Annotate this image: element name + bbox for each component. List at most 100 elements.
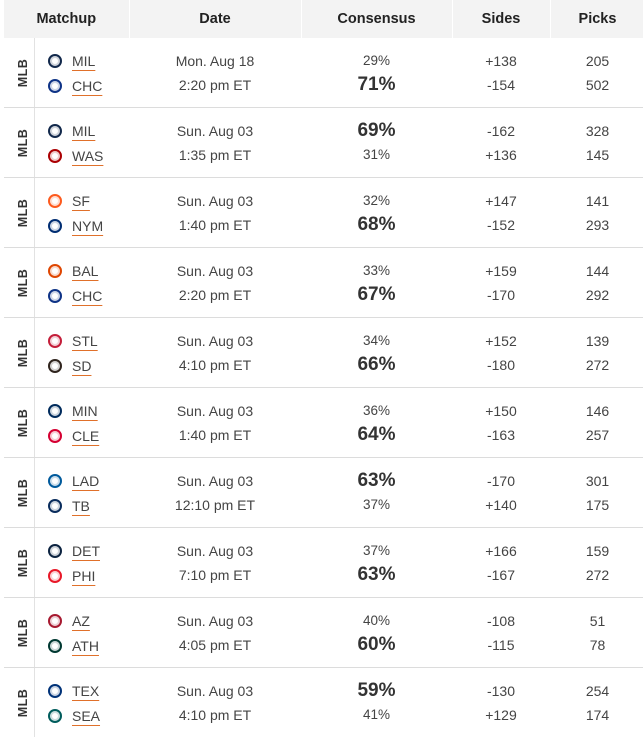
away-side: +138 [485, 52, 517, 69]
home-team-link[interactable]: PHI [72, 567, 96, 584]
away-picks: 205 [585, 52, 610, 69]
home-consensus: 71% [357, 73, 396, 95]
home-team-link[interactable]: CHC [72, 77, 103, 94]
home-team[interactable]: SEA [48, 703, 100, 728]
game-time: 1:35 pm ET [178, 146, 252, 163]
home-side: -154 [486, 76, 516, 93]
away-team-link[interactable]: SF [72, 192, 90, 209]
away-team[interactable]: LAD [48, 468, 99, 493]
away-team[interactable]: MIL [48, 48, 102, 73]
table-row[interactable]: MLB TEX SEA Sun. Aug 03 4:10 pm ET [0, 667, 643, 737]
away-team[interactable]: SF [48, 188, 103, 213]
away-team-link[interactable]: MIN [72, 402, 98, 419]
game-time: 4:10 pm ET [178, 706, 252, 723]
sides-cell: -162 +136 [452, 107, 550, 178]
away-picks: 146 [585, 402, 610, 419]
table-row[interactable]: MLB LAD TB Sun. Aug 03 12:10 pm ET [0, 457, 643, 528]
matchup-cell: MLB MIL WAS [0, 107, 129, 178]
twins-logo-icon [48, 403, 62, 418]
game-time: 4:10 pm ET [178, 356, 252, 373]
home-team-link[interactable]: CHC [72, 287, 103, 304]
date-cell: Sun. Aug 03 4:05 pm ET [129, 597, 301, 668]
away-team[interactable]: STL [48, 328, 98, 353]
away-team-link[interactable]: TEX [72, 682, 100, 699]
league-label: MLB [12, 388, 35, 457]
home-consensus: 31% [362, 146, 391, 162]
table-row[interactable]: MLB SF NYM Sun. Aug 03 1:40 pm ET [0, 177, 643, 248]
consensus-cell: 63% 37% [301, 457, 452, 528]
home-side: -115 [487, 636, 515, 653]
sides-cell: -130 +129 [452, 667, 550, 737]
mets-logo-icon [48, 218, 62, 233]
home-team-link[interactable]: NYM [72, 217, 104, 234]
away-team[interactable]: MIN [48, 398, 99, 423]
away-team[interactable]: BAL [48, 258, 102, 283]
away-consensus: 29% [362, 52, 391, 68]
away-side: -130 [486, 682, 516, 699]
home-team-link[interactable]: SEA [72, 707, 101, 724]
consensus-cell: 34% 66% [301, 317, 452, 388]
away-team[interactable]: TEX [48, 678, 100, 703]
home-team[interactable]: SD [48, 353, 98, 378]
away-team[interactable]: AZ [48, 608, 99, 633]
game-time: 2:20 pm ET [178, 76, 252, 93]
home-side: -180 [486, 356, 516, 373]
away-team[interactable]: MIL [48, 118, 103, 143]
guardians-logo-icon [48, 428, 62, 443]
away-picks: 328 [585, 122, 610, 139]
home-team-link[interactable]: SD [72, 357, 92, 374]
brewers-logo-icon [48, 123, 62, 138]
away-team-link[interactable]: LAD [72, 472, 100, 489]
table-row[interactable]: MLB MIL CHC Mon. Aug 18 2:20 pm ET [0, 38, 643, 108]
table-row[interactable]: MLB MIN CLE Sun. Aug 03 1:40 pm ET [0, 387, 643, 458]
home-team[interactable]: NYM [48, 213, 103, 238]
game-date: Sun. Aug 03 [176, 402, 254, 419]
game-time: 1:40 pm ET [178, 426, 252, 443]
league-label: MLB [12, 178, 35, 247]
away-team-link[interactable]: MIL [72, 52, 96, 69]
home-picks: 78 [589, 636, 606, 653]
league-label: MLB [12, 108, 35, 177]
home-team[interactable]: ATH [48, 633, 99, 658]
home-team[interactable]: CLE [48, 423, 99, 448]
table-header-row: Matchup Date Consensus Sides Picks [0, 0, 643, 38]
home-team[interactable]: CHC [48, 283, 102, 308]
away-team-link[interactable]: MIL [72, 122, 96, 139]
away-picks: 144 [585, 262, 610, 279]
brewers-logo-icon [48, 53, 62, 68]
away-side: +150 [485, 402, 517, 419]
home-team-link[interactable]: TB [72, 497, 90, 514]
consensus-cell: 32% 68% [301, 177, 452, 248]
table-row[interactable]: MLB AZ ATH Sun. Aug 03 4:05 pm ET [0, 597, 643, 668]
home-team[interactable]: PHI [48, 563, 100, 588]
home-team-link[interactable]: WAS [72, 147, 104, 164]
away-team-link[interactable]: DET [72, 542, 100, 559]
game-time: 4:05 pm ET [178, 636, 252, 653]
home-consensus: 41% [362, 706, 391, 722]
home-team-link[interactable]: CLE [72, 427, 100, 444]
home-team-link[interactable]: ATH [72, 637, 99, 654]
league-label: MLB [12, 598, 35, 667]
away-team[interactable]: DET [48, 538, 100, 563]
home-picks: 272 [585, 356, 610, 373]
away-team-link[interactable]: BAL [72, 262, 99, 279]
home-picks: 145 [585, 146, 610, 163]
nationals-logo-icon [48, 148, 62, 163]
game-date: Sun. Aug 03 [176, 262, 254, 279]
home-team[interactable]: CHC [48, 73, 102, 98]
header-matchup: Matchup [0, 0, 130, 38]
table-row[interactable]: MLB BAL CHC Sun. Aug 03 2:20 pm ET [0, 247, 643, 318]
away-team-link[interactable]: STL [72, 332, 98, 349]
table-row[interactable]: MLB STL SD Sun. Aug 03 4:10 pm ET [0, 317, 643, 388]
away-consensus: 34% [362, 332, 391, 348]
athletics-logo-icon [48, 638, 62, 653]
table-row[interactable]: MLB DET PHI Sun. Aug 03 7:10 pm ET [0, 527, 643, 598]
home-side: -163 [486, 426, 516, 443]
home-team[interactable]: TB [48, 493, 99, 518]
away-picks: 139 [585, 332, 610, 349]
table-row[interactable]: MLB MIL WAS Sun. Aug 03 1:35 pm ET [0, 107, 643, 178]
away-side: +147 [485, 192, 517, 209]
home-team[interactable]: WAS [48, 143, 103, 168]
away-side: -108 [486, 612, 516, 629]
away-team-link[interactable]: AZ [72, 612, 90, 629]
